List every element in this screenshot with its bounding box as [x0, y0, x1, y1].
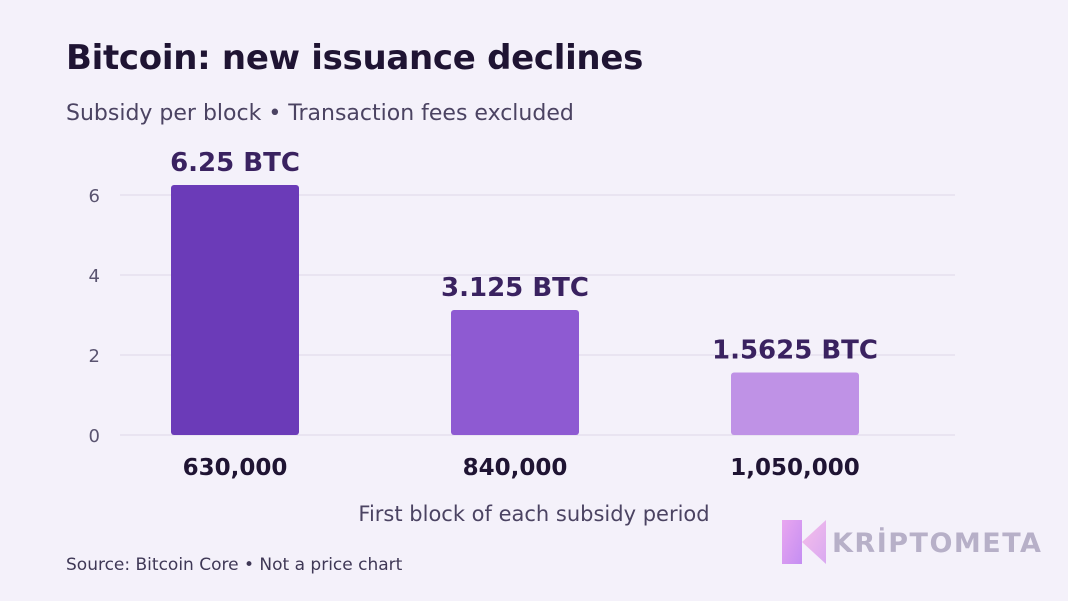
y-tick-label: 6 [89, 186, 100, 207]
data-label: 6.25 BTC [170, 148, 300, 178]
data-label: 3.125 BTC [441, 273, 589, 303]
data-label: 1.5625 BTC [712, 336, 878, 366]
y-tick-label: 2 [89, 346, 100, 367]
brand-logo: KRİPTOMETA [780, 518, 1043, 568]
chart-title: Bitcoin: new issuance declines [66, 38, 644, 78]
bar [171, 185, 299, 435]
y-tick-label: 0 [89, 426, 100, 447]
y-tick-label: 4 [89, 266, 100, 287]
brand-logo-text: KRİPTOMETA [832, 528, 1043, 559]
x-tick-label: 1,050,000 [730, 455, 860, 481]
x-tick-label: 840,000 [463, 455, 568, 481]
bar [451, 310, 579, 435]
brand-logo-icon [782, 520, 826, 564]
x-tick-label: 630,000 [183, 455, 288, 481]
bar [731, 372, 859, 435]
x-axis-label: First block of each subsidy period [358, 502, 709, 526]
chart-subtitle: Subsidy per block • Transaction fees exc… [66, 101, 574, 126]
source-note: Source: Bitcoin Core • Not a price chart [66, 555, 403, 575]
